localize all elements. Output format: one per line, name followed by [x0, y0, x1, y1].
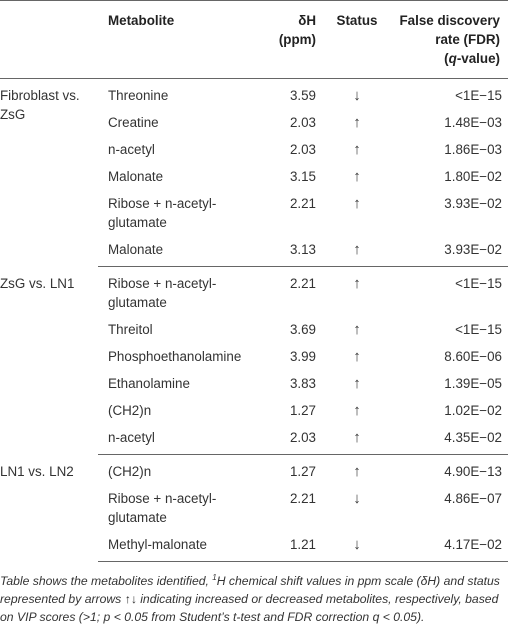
table-body: Fibroblast vs. ZsG Threonine 3.59 ↓ <1E−15 Cr… — [0, 79, 508, 562]
delta-h-cell: 3.69 — [289, 322, 316, 337]
fdr-cell: 4.86E−07 — [444, 491, 502, 506]
delta-h-cell: 2.03 — [289, 142, 316, 157]
group-label: Fibroblast vs. ZsG — [0, 88, 80, 122]
table-row: Threitol 3.69 ↑ <1E−15 — [0, 316, 508, 343]
fdr-cell: 3.93E−02 — [390, 236, 508, 267]
table-row: Creatine 2.03 ↑ 1.48E−03 — [0, 109, 508, 136]
metabolite-cell: (CH2)n — [108, 403, 152, 418]
delta-h-cell: 1.21 — [256, 531, 324, 562]
header-fdr-line2: rate (FDR) — [435, 32, 500, 47]
table-row: Malonate 3.13 ↑ 3.93E−02 — [0, 236, 508, 267]
delta-h-cell: 3.59 — [289, 88, 316, 103]
status-arrow: ↑ — [353, 375, 361, 392]
table-row: ZsG vs. LN1 Ribose + n-acetyl- glutamate 2… — [0, 267, 508, 317]
metabolite-cell: Ribose + n-acetyl- glutamate — [108, 491, 217, 525]
status-arrow: ↑ — [353, 463, 361, 480]
delta-h-cell: 1.27 — [289, 464, 316, 479]
fdr-cell: 1.02E−02 — [444, 403, 502, 418]
fdr-cell: <1E−15 — [455, 276, 502, 291]
delta-h-cell: 3.99 — [289, 349, 316, 364]
fdr-cell: 8.60E−06 — [444, 349, 502, 364]
status-arrow: ↑ — [353, 275, 361, 292]
delta-h-cell: 2.21 — [289, 276, 316, 291]
table-row: Malonate 3.15 ↑ 1.80E−02 — [0, 163, 508, 190]
group-label: ZsG vs. LN1 — [0, 275, 75, 291]
status-arrow: ↓ — [353, 490, 361, 507]
metabolite-cell: (CH2)n — [108, 464, 152, 479]
caption-part1: Table shows the metabolites identified, — [0, 574, 213, 589]
fdr-cell: 3.93E−02 — [444, 196, 502, 211]
header-status: Status — [324, 0, 390, 79]
table-row: Ribose + n-acetyl- glutamate 2.21 ↑ 3.93E−0… — [0, 190, 508, 236]
metabolite-cell: Methyl-malonate — [98, 531, 256, 562]
header-fdr-q: q — [448, 51, 457, 66]
header-group — [0, 0, 98, 79]
header-fdr-line1: False discovery — [399, 13, 501, 28]
status-arrow: ↑ — [353, 321, 361, 338]
fdr-cell: 4.17E−02 — [390, 531, 508, 562]
metabolite-cell: n-acetyl — [98, 424, 256, 455]
metabolite-cell: Threonine — [108, 88, 169, 103]
delta-h-cell: 3.15 — [289, 169, 316, 184]
delta-h-cell: 2.03 — [289, 115, 316, 130]
status-arrow: ↑ — [324, 424, 390, 455]
delta-h-cell: 3.13 — [256, 236, 324, 267]
fdr-cell: 4.35E−02 — [390, 424, 508, 455]
table-row: Phosphoethanolamine 3.99 ↑ 8.60E−06 — [0, 343, 508, 370]
fdr-cell: 1.39E−05 — [444, 376, 502, 391]
table-caption: Table shows the metabolites identified, … — [0, 562, 508, 626]
status-arrow: ↑ — [353, 195, 361, 212]
fdr-cell: <1E−15 — [455, 88, 502, 103]
table-row: Ribose + n-acetyl- glutamate 2.21 ↓ 4.86E−0… — [0, 485, 508, 531]
table-row: n-acetyl 2.03 ↑ 1.86E−03 — [0, 136, 508, 163]
header-fdr: False discovery rate (FDR) (q-value) — [390, 0, 508, 79]
table-row: n-acetyl 2.03 ↑ 4.35E−02 — [0, 424, 508, 455]
metabolite-cell: Malonate — [98, 236, 256, 267]
status-arrow: ↑ — [353, 141, 361, 158]
metabolite-cell: n-acetyl — [108, 142, 155, 157]
table-row: Fibroblast vs. ZsG Threonine 3.59 ↓ <1E−15 — [0, 79, 508, 122]
metabolite-cell: Phosphoethanolamine — [108, 349, 242, 364]
header-metabolite: Metabolite — [98, 0, 256, 79]
table-row: (CH2)n 1.27 ↑ 1.02E−02 — [0, 397, 508, 424]
delta-h-cell: 2.03 — [256, 424, 324, 455]
status-arrow: ↑ — [353, 168, 361, 185]
table-row: Ethanolamine 3.83 ↑ 1.39E−05 — [0, 370, 508, 397]
table-row: LN1 vs. LN2 (CH2)n 1.27 ↑ 4.90E−13 — [0, 455, 508, 486]
metabolite-cell: Ethanolamine — [108, 376, 190, 391]
delta-h-cell: 2.21 — [289, 196, 316, 211]
status-arrow: ↓ — [353, 87, 361, 104]
delta-h-cell: 3.83 — [289, 376, 316, 391]
fdr-cell: 1.80E−02 — [444, 169, 502, 184]
fdr-cell: 1.48E−03 — [444, 115, 502, 130]
table-row: Methyl-malonate 1.21 ↓ 4.17E−02 — [0, 531, 508, 562]
status-arrow: ↑ — [353, 114, 361, 131]
metabolite-table: Metabolite δH (ppm) Status False discove… — [0, 0, 508, 562]
delta-h-cell: 2.21 — [289, 491, 316, 506]
header-row: Metabolite δH (ppm) Status False discove… — [0, 0, 508, 79]
status-arrow: ↓ — [324, 531, 390, 562]
metabolite-cell: Ribose + n-acetyl- glutamate — [108, 276, 217, 310]
metabolite-cell: Creatine — [108, 115, 159, 130]
table-header: Metabolite δH (ppm) Status False discove… — [0, 0, 508, 79]
metabolite-cell: Malonate — [108, 169, 164, 184]
fdr-cell: 4.90E−13 — [444, 464, 502, 479]
group-label: LN1 vs. LN2 — [0, 463, 74, 479]
metabolite-cell: Ribose + n-acetyl- glutamate — [108, 196, 217, 230]
status-arrow: ↑ — [353, 348, 361, 365]
metabolite-cell: Threitol — [108, 322, 153, 337]
caption-superscript: 1 — [212, 573, 217, 582]
status-arrow: ↑ — [353, 402, 361, 419]
fdr-cell: 1.86E−03 — [444, 142, 502, 157]
fdr-cell: <1E−15 — [455, 322, 502, 337]
header-fdr-line3: -value) — [456, 51, 500, 66]
header-delta-h: δH (ppm) — [256, 0, 324, 79]
status-arrow: ↑ — [324, 236, 390, 267]
delta-h-cell: 1.27 — [289, 403, 316, 418]
